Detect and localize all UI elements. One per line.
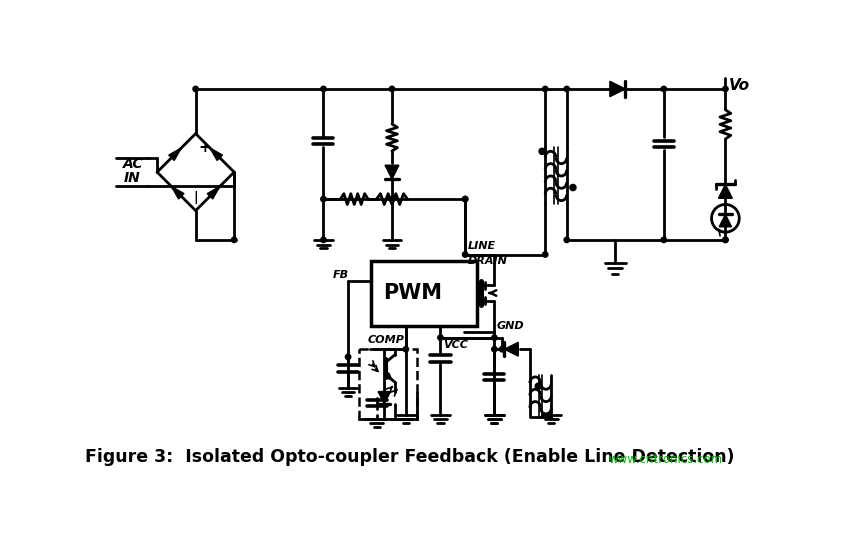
- Bar: [359, 349, 417, 419]
- Text: LINE: LINE: [468, 241, 496, 251]
- Circle shape: [321, 86, 326, 92]
- Circle shape: [542, 86, 548, 92]
- Text: +: +: [199, 140, 211, 155]
- Circle shape: [462, 196, 468, 202]
- Circle shape: [390, 86, 395, 92]
- Text: Figure 3:  Isolated Opto-coupler Feedback (Enable Line Detection): Figure 3: Isolated Opto-coupler Feedback…: [85, 448, 734, 466]
- Polygon shape: [210, 148, 222, 160]
- Text: IN: IN: [124, 172, 140, 185]
- Circle shape: [321, 237, 326, 243]
- Polygon shape: [719, 214, 732, 227]
- Circle shape: [462, 252, 468, 257]
- Polygon shape: [169, 148, 181, 160]
- Polygon shape: [378, 392, 390, 404]
- Circle shape: [662, 86, 667, 92]
- Text: PWM: PWM: [383, 284, 442, 303]
- Circle shape: [462, 196, 468, 202]
- Text: Vo: Vo: [729, 78, 751, 93]
- Circle shape: [499, 347, 505, 352]
- Polygon shape: [385, 165, 399, 179]
- Polygon shape: [505, 343, 518, 356]
- Circle shape: [570, 184, 576, 191]
- Polygon shape: [610, 81, 625, 96]
- Circle shape: [539, 148, 545, 154]
- Circle shape: [662, 237, 667, 243]
- Circle shape: [535, 383, 541, 389]
- Circle shape: [390, 196, 395, 202]
- Text: AC: AC: [124, 158, 144, 172]
- Polygon shape: [172, 187, 184, 199]
- Circle shape: [346, 354, 351, 360]
- Polygon shape: [718, 184, 733, 198]
- Circle shape: [193, 86, 198, 92]
- Polygon shape: [208, 187, 220, 199]
- Circle shape: [438, 335, 444, 340]
- Circle shape: [390, 196, 395, 202]
- Circle shape: [492, 347, 497, 352]
- Circle shape: [492, 335, 497, 340]
- Circle shape: [232, 237, 237, 243]
- Text: DRAIN: DRAIN: [468, 256, 507, 266]
- Circle shape: [722, 237, 728, 243]
- Circle shape: [321, 196, 326, 202]
- Text: www.cntronics.com: www.cntronics.com: [608, 453, 722, 466]
- Circle shape: [722, 86, 728, 92]
- Circle shape: [564, 86, 570, 92]
- Circle shape: [722, 237, 728, 243]
- Text: COMP: COMP: [367, 334, 404, 345]
- Text: FB: FB: [333, 270, 349, 280]
- Text: GND: GND: [497, 321, 524, 331]
- Circle shape: [403, 347, 408, 352]
- Circle shape: [542, 252, 548, 257]
- Text: VCC: VCC: [443, 340, 468, 350]
- Circle shape: [564, 237, 570, 243]
- Text: |: |: [193, 191, 198, 204]
- Bar: [372, 260, 477, 326]
